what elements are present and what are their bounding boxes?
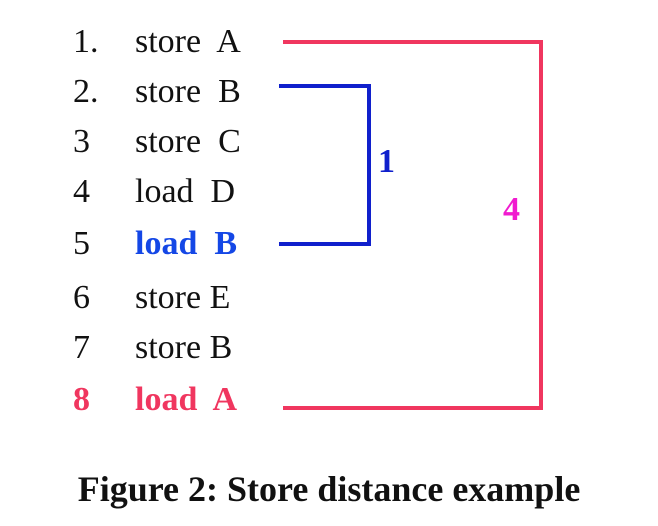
- instruction-row-2: 2. store B: [0, 72, 300, 112]
- instruction-text: load A: [135, 381, 238, 418]
- instruction-text: store A: [135, 23, 241, 60]
- line-number: 2.: [73, 73, 99, 110]
- figure-caption: Figure 2: Store distance example: [77, 469, 581, 509]
- instruction-text: store E: [135, 279, 231, 316]
- line-number: 3: [73, 123, 90, 160]
- instruction-text: store B: [135, 329, 233, 366]
- line-number: 7: [73, 329, 90, 366]
- instruction-row-3: 3 store C: [0, 122, 300, 162]
- line-number: 8: [73, 381, 90, 418]
- instruction-row-8-highlighted: 8 load A: [0, 380, 300, 420]
- instruction-text: load D: [135, 173, 236, 210]
- instruction-row-5-highlighted: 5 load B: [0, 224, 300, 264]
- blue-distance-bracket: [279, 84, 371, 246]
- instruction-row-1: 1. store A: [0, 22, 300, 62]
- instruction-row-7: 7 store B: [0, 328, 300, 368]
- instruction-row-6: 6 store E: [0, 278, 300, 318]
- instruction-text: store C: [135, 123, 241, 160]
- pink-distance-bracket: [283, 40, 543, 410]
- instruction-text: load B: [135, 225, 238, 262]
- line-number: 1.: [73, 23, 99, 60]
- line-number: 6: [73, 279, 90, 316]
- line-number: 5: [73, 225, 90, 262]
- blue-distance-label: 1: [378, 143, 395, 180]
- pink-distance-label: 4: [503, 191, 520, 228]
- line-number: 4: [73, 173, 90, 210]
- instruction-text: store B: [135, 73, 241, 110]
- instruction-row-4: 4 load D: [0, 172, 300, 212]
